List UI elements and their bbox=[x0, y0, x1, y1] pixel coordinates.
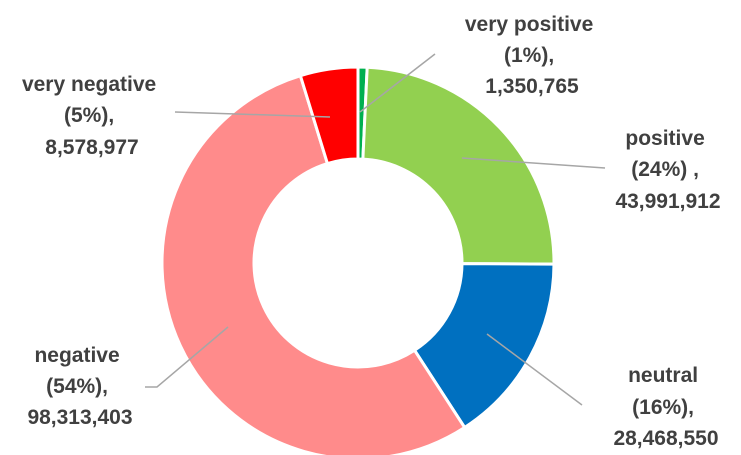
label-percent: (5%), bbox=[64, 104, 114, 127]
label-name: positive bbox=[625, 127, 704, 150]
label-percent: (1%), bbox=[504, 44, 554, 67]
slice-positive bbox=[361, 65, 556, 266]
label-name: very negative bbox=[22, 73, 156, 96]
donut-slices bbox=[160, 65, 556, 455]
slice-very-negative bbox=[298, 65, 360, 166]
label-value: 1,350,765 bbox=[485, 75, 579, 98]
label-value: 43,991,912 bbox=[615, 190, 720, 213]
slice-negative bbox=[160, 73, 467, 455]
label-value: 28,468,550 bbox=[613, 427, 718, 450]
label-name: negative bbox=[34, 344, 119, 367]
leader-lines bbox=[145, 53, 606, 406]
leader-line-very-negative bbox=[174, 111, 331, 118]
label-name: very positive bbox=[465, 13, 593, 36]
label-value: 8,578,977 bbox=[45, 136, 138, 159]
label-very-positive: very positive (1%), 1,350,765 bbox=[465, 13, 599, 98]
label-very-negative: very negative (5%), 8,578,977 bbox=[22, 73, 162, 159]
leader-line-positive bbox=[461, 157, 606, 169]
label-value: 98,313,403 bbox=[27, 406, 132, 429]
label-percent: (54%), bbox=[46, 375, 108, 398]
label-percent: (24%) , bbox=[631, 158, 699, 181]
label-neutral: neutral (16%), 28,468,550 bbox=[613, 364, 718, 450]
leader-line-very-positive bbox=[359, 53, 436, 113]
label-name: neutral bbox=[628, 364, 698, 387]
label-percent: (16%), bbox=[632, 396, 694, 419]
label-positive: positive (24%) , 43,991,912 bbox=[615, 127, 720, 213]
leader-line-negative bbox=[145, 326, 229, 388]
leader-line-neutral bbox=[486, 333, 583, 406]
label-negative: negative (54%), 98,313,403 bbox=[27, 344, 132, 429]
